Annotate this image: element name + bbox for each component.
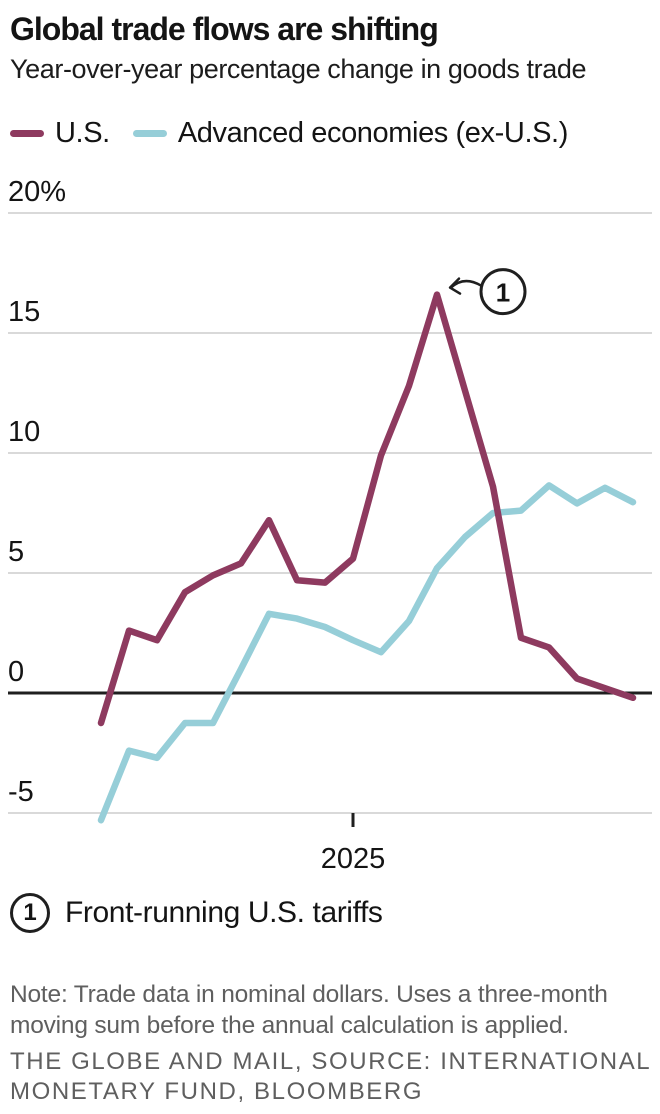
chart-area: 20% 15 10 5 0 -5 2025 1 [0, 175, 660, 875]
line-chart: 20% 15 10 5 0 -5 2025 1 [8, 176, 652, 875]
source-line-2: MONETARY FUND, BLOOMBERG [10, 1078, 424, 1105]
source-line-1: THE GLOBE AND MAIL, SOURCE: INTERNATIONA… [10, 1048, 652, 1075]
footnote-line-2: moving sum before the annual calculation… [10, 1012, 569, 1039]
y-axis-label-10: 10 [8, 416, 40, 448]
footnote-line-1: Note: Trade data in nominal dollars. Use… [10, 981, 608, 1008]
x-axis-label-2025: 2025 [321, 843, 386, 875]
advanced-economies-line [97, 482, 637, 824]
legend-label-advanced-economies: Advanced economies (ex-U.S.) [177, 117, 569, 149]
annotation-arrowhead-icon [448, 277, 462, 295]
y-axis-label-0: 0 [8, 656, 24, 688]
legend-item-advanced-economies: Advanced economies (ex-U.S.) [132, 117, 569, 150]
legend-label-us: U.S. [55, 117, 110, 149]
y-axis-label-20: 20% [8, 176, 66, 208]
footnote: Note: Trade data in nominal dollars. Use… [10, 979, 608, 1041]
annotation-1-marker-number: 1 [496, 278, 510, 308]
y-axis-label--5: -5 [8, 776, 34, 808]
annotation-1-text: Front-running U.S. tariffs [65, 896, 383, 929]
y-axis-label-15: 15 [8, 296, 40, 328]
chart-legend: U.S. Advanced economies (ex-U.S.) [10, 117, 568, 150]
y-axis-label-5: 5 [8, 536, 24, 568]
us-line [97, 291, 637, 727]
legend-item-us: U.S. [10, 117, 110, 150]
annotation-1-marker-circle [479, 268, 527, 316]
page-title: Global trade flows are shifting [10, 11, 439, 47]
source-credit: THE GLOBE AND MAIL, SOURCE: INTERNATIONA… [10, 1047, 651, 1107]
advanced-economies-swatch-icon [132, 130, 167, 137]
chart-subtitle: Year-over-year percentage change in good… [10, 54, 587, 84]
annotation-1-circle-icon: 1 [10, 893, 50, 933]
us-line-swatch-icon [10, 130, 44, 137]
annotation-legend: 1 Front-running U.S. tariffs [10, 893, 383, 933]
